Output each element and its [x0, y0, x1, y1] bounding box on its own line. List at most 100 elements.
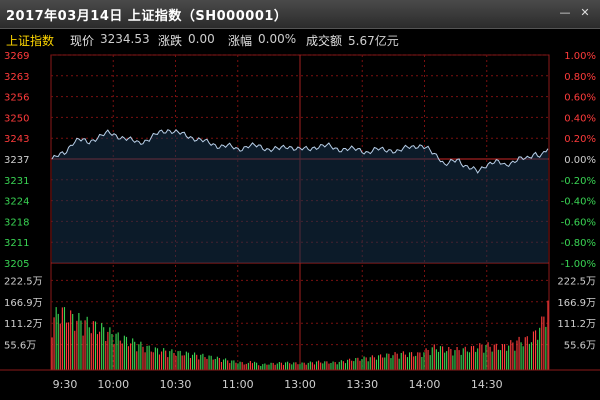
pct-tick-label: -1.00% [561, 259, 596, 270]
time-tick-label: 14:30 [471, 378, 503, 391]
pct-tick-label: -0.80% [561, 238, 596, 249]
price-tick-label: 3237 [4, 155, 29, 166]
volume-bar [415, 355, 417, 370]
volume-bar [200, 354, 202, 370]
volume-bar [338, 361, 340, 370]
volume-bar [293, 362, 295, 370]
volume-bar [495, 343, 497, 370]
price-line [51, 129, 549, 174]
close-icon[interactable]: ✕ [580, 6, 590, 19]
volume-bar [530, 342, 533, 370]
volume-bar [76, 320, 78, 370]
volume-bar [336, 364, 338, 370]
volume-bar [138, 344, 140, 370]
price-tick-label: 3231 [4, 176, 29, 187]
volume-bar [512, 342, 514, 370]
volume-bar [532, 331, 535, 370]
volume-bar [72, 314, 74, 370]
volume-bar [194, 352, 196, 370]
volume-bar [51, 337, 53, 370]
volume-bar [260, 366, 262, 370]
volume-bar [316, 361, 318, 370]
volume-bar [84, 320, 86, 370]
volume-bar [220, 362, 223, 370]
volume-bar [328, 363, 330, 370]
volume-bar [384, 357, 386, 370]
volume-bar [254, 361, 256, 370]
volume-bar [419, 352, 421, 370]
volume-bar [477, 348, 479, 370]
pct-tick-label: 0.00% [564, 155, 596, 166]
volume-bar [514, 350, 516, 370]
volume-bar [547, 300, 549, 370]
volume-tick-label: 111.2万 [4, 319, 43, 330]
volume-bar [411, 352, 413, 370]
volume-bar [183, 355, 185, 370]
volume-bar [473, 345, 475, 370]
volume-bar [452, 355, 454, 370]
change-value: 0.00 [188, 32, 215, 46]
volume-bar [450, 349, 452, 370]
price-tick-label: 3211 [4, 238, 29, 249]
volume-bar [394, 352, 396, 370]
volume-bar [103, 327, 105, 370]
change-pct-value: 0.00% [258, 32, 297, 46]
volume-bar [266, 364, 268, 370]
volume-bar [105, 341, 107, 370]
volume-tick-label: 55.6万 [564, 341, 596, 352]
volume-bar [249, 361, 251, 370]
volume-bar [231, 360, 233, 370]
volume-bar [468, 352, 471, 370]
change-pct-label: 涨幅 [228, 34, 253, 48]
volume-bar [299, 364, 301, 370]
volume-tick-label: 222.5万 [4, 276, 43, 287]
time-tick-label: 10:30 [160, 378, 192, 391]
volume-tick-label: 55.6万 [4, 341, 36, 352]
volume-bar [396, 353, 398, 370]
volume-bar [427, 350, 429, 370]
volume-bar [516, 340, 518, 370]
volume-bar [417, 352, 419, 370]
volume-bar [510, 340, 512, 370]
volume-bar [483, 352, 485, 370]
volume-bar [227, 360, 229, 370]
volume-bar [429, 355, 431, 370]
volume-bar [140, 341, 142, 370]
volume-bar [175, 356, 177, 370]
volume-bar [74, 330, 76, 370]
volume-bar [353, 361, 355, 370]
volume-bar [489, 346, 491, 370]
volume-bar [158, 354, 161, 370]
volume-bar [439, 346, 442, 370]
volume-bar [444, 352, 446, 370]
volume-bar [520, 342, 522, 370]
volume-bar [272, 362, 274, 370]
price-tick-label: 3218 [4, 217, 29, 228]
volume-bar [109, 327, 111, 370]
minimize-icon[interactable]: — [559, 6, 571, 19]
volume-bar [161, 351, 163, 370]
volume-bar [301, 362, 303, 370]
price-tick-label: 3263 [4, 72, 29, 83]
volume-bar [127, 346, 130, 370]
turnover-value: 5.67亿元 [348, 34, 399, 48]
volume-bar [535, 330, 537, 370]
volume-bar [318, 360, 320, 370]
volume-bar [448, 347, 450, 370]
volume-bar [163, 348, 165, 370]
volume-bar [479, 343, 481, 370]
volume-bar [148, 345, 150, 370]
volume-bar [169, 351, 171, 370]
volume-bar [262, 364, 264, 370]
volume-bar [322, 363, 324, 370]
volume-bar [541, 316, 543, 370]
volume-tick-label: 111.2万 [557, 319, 596, 330]
volume-bar [113, 343, 115, 370]
volume-bar [409, 352, 411, 370]
volume-bar [132, 338, 134, 370]
volume-bar [475, 351, 477, 370]
volume-bar [237, 363, 239, 370]
volume-bar [493, 344, 495, 370]
volume-bar [90, 333, 92, 370]
